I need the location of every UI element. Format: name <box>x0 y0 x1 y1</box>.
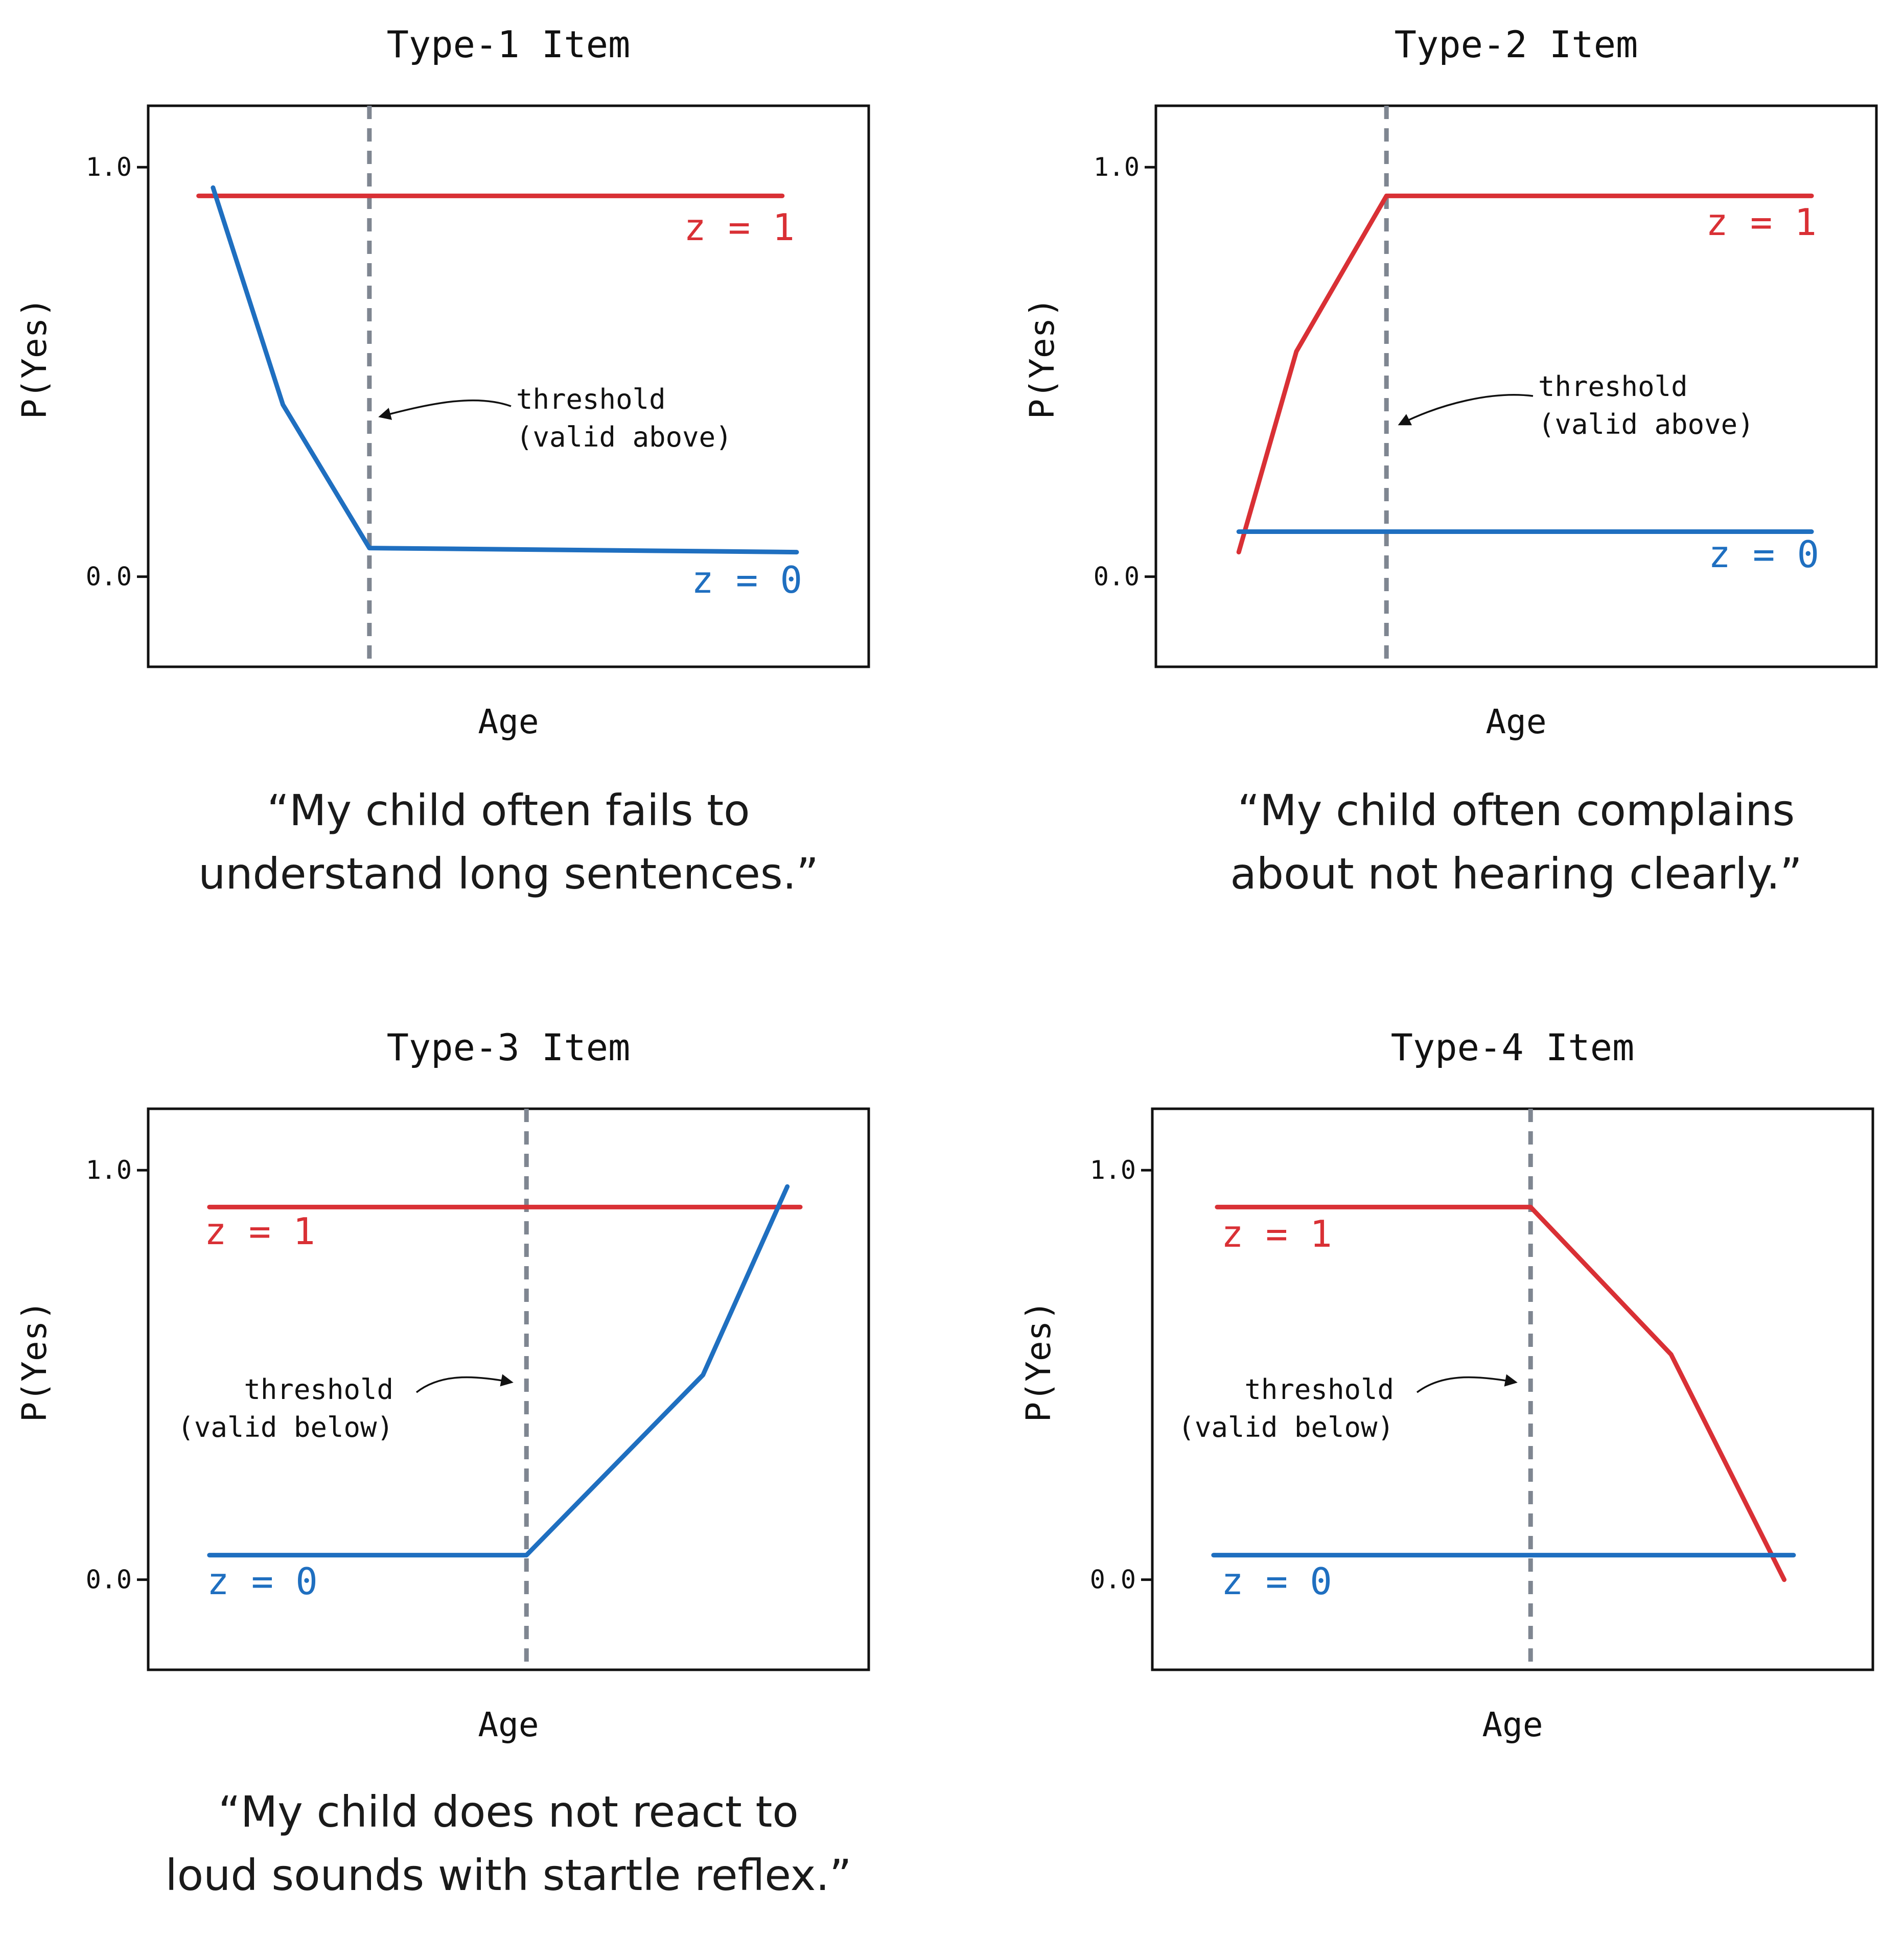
y-tick-label: 0.0 <box>86 1565 132 1595</box>
x-axis-label: Age <box>478 1705 539 1744</box>
y-axis-label: P(Yes) <box>15 1300 54 1422</box>
series-label-z1: z = 1 <box>1706 201 1817 244</box>
item-caption: “My child does not react to <box>218 1787 799 1837</box>
y-tick-label: 0.0 <box>1090 1565 1136 1595</box>
plot-frame <box>147 104 870 668</box>
chart-title: Type-1 Item <box>387 23 631 66</box>
annotation-arrow <box>415 1374 514 1393</box>
y-tick-label: 1.0 <box>1090 1155 1136 1185</box>
y-tick-label: 1.0 <box>86 152 132 182</box>
series-line-z1 <box>1236 193 1814 555</box>
y-tick-label: 1.0 <box>86 1155 132 1185</box>
annotation-arrow <box>1398 394 1534 426</box>
x-axis-label: Age <box>1485 702 1546 741</box>
series-label-z0: z = 0 <box>691 558 802 601</box>
x-axis-label: Age <box>478 702 539 741</box>
chart-title: Type-4 Item <box>1391 1026 1635 1069</box>
chart-title: Type-2 Item <box>1395 23 1638 66</box>
y-tick-label: 0.0 <box>1094 562 1140 592</box>
y-tick-label: 1.0 <box>1094 152 1140 182</box>
series-label-z0: z = 0 <box>207 1560 318 1603</box>
item-caption: understand long sentences.” <box>198 849 819 899</box>
chart-panel-4: Type-4 Item 1.0 0.0 P(Yes) Age z = 1 z = 0 thre… <box>1019 1026 1874 1744</box>
series-label-z0: z = 0 <box>1708 533 1819 576</box>
series-label-z0: z = 0 <box>1221 1560 1332 1603</box>
plot-frame <box>1154 104 1878 668</box>
series-line-z0 <box>207 1184 790 1558</box>
series-line-z0 <box>211 185 799 555</box>
plot-frame <box>1151 1107 1874 1671</box>
annotation-arrow <box>378 399 512 420</box>
chart-panel-1: Type-1 Item 1.0 0.0 P(Yes) Age z = 1 z = 0 thre… <box>15 23 870 899</box>
series-label-z1: z = 1 <box>204 1210 315 1253</box>
threshold-annotation: (valid below) <box>1178 1411 1394 1443</box>
y-axis-label: P(Yes) <box>1019 1300 1058 1422</box>
chart-panel-2: Type-2 Item 1.0 0.0 P(Yes) Age z = 1 z = 0 thre… <box>1023 23 1878 899</box>
annotation-arrow <box>1416 1374 1518 1393</box>
plot-frame <box>147 1107 870 1671</box>
threshold-annotation: threshold <box>244 1373 393 1406</box>
y-axis-label: P(Yes) <box>15 297 54 419</box>
series-label-z1: z = 1 <box>1221 1212 1332 1255</box>
threshold-annotation: threshold <box>516 383 666 415</box>
item-caption: loud sounds with startle reflex.” <box>165 1850 851 1900</box>
threshold-annotation: (valid above) <box>1538 408 1754 440</box>
item-caption: “My child often fails to <box>267 785 750 835</box>
threshold-annotation: threshold <box>1244 1373 1394 1406</box>
chart-title: Type-3 Item <box>387 1026 631 1069</box>
threshold-annotation: (valid below) <box>177 1411 393 1443</box>
series-line-z1 <box>1215 1204 1787 1582</box>
x-axis-label: Age <box>1482 1705 1543 1744</box>
chart-panel-3: Type-3 Item 1.0 0.0 P(Yes) Age z = 1 z = 0 thre… <box>15 1026 870 1900</box>
series-label-z1: z = 1 <box>684 206 795 249</box>
y-axis-label: P(Yes) <box>1023 297 1062 419</box>
item-caption: about not hearing clearly.” <box>1230 849 1802 899</box>
threshold-annotation: (valid above) <box>516 421 732 453</box>
threshold-annotation: threshold <box>1538 370 1688 403</box>
item-caption: “My child often complains <box>1238 785 1795 835</box>
y-tick-label: 0.0 <box>86 562 132 592</box>
